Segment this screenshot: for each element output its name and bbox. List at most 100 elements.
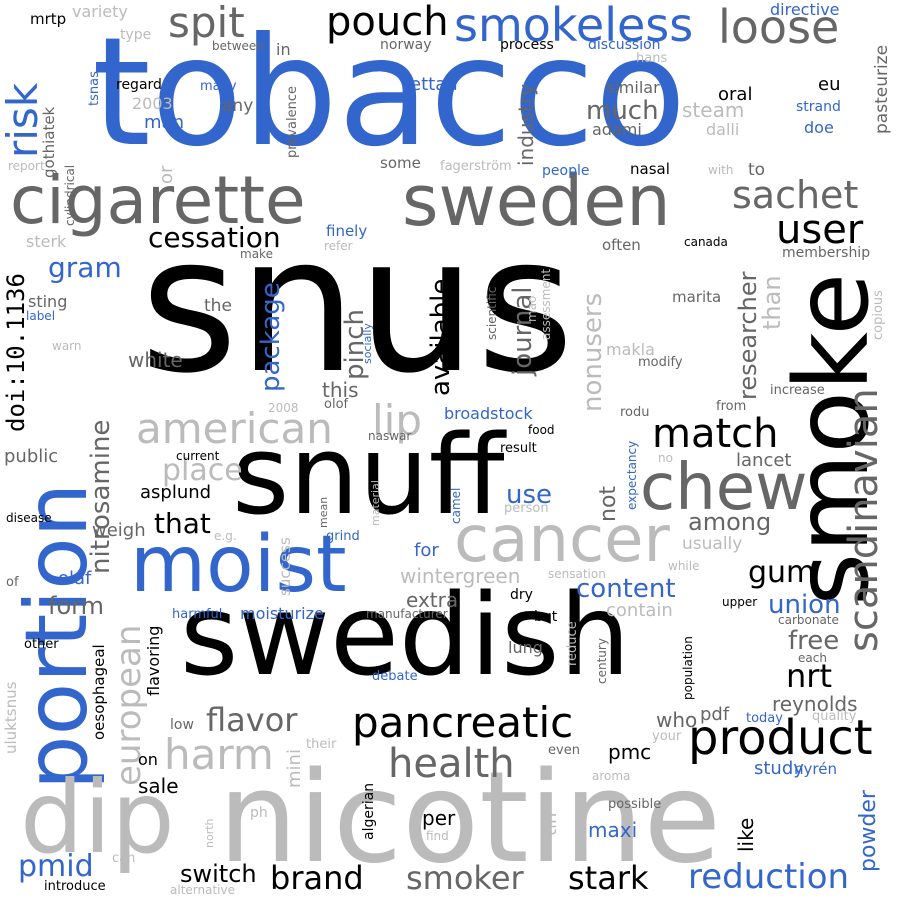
word-not: not bbox=[596, 485, 621, 522]
word-each: each bbox=[798, 651, 827, 665]
word-use: use bbox=[506, 480, 553, 510]
word-with: with bbox=[708, 163, 734, 177]
word-assessment: assessment bbox=[539, 268, 553, 340]
word-nonusers: nonusers bbox=[578, 292, 608, 412]
word-lip: lip bbox=[372, 396, 422, 445]
word-pdf: pdf bbox=[700, 704, 730, 725]
word-than: than bbox=[758, 275, 786, 330]
word-aroma: aroma bbox=[592, 769, 631, 783]
word-spit: spit bbox=[168, 0, 245, 47]
word-doi: doi:10.1136 bbox=[2, 273, 30, 432]
word-package: package bbox=[256, 282, 286, 392]
word-membership: membership bbox=[782, 245, 871, 261]
word-warn: warn bbox=[52, 339, 82, 353]
word-population: population bbox=[681, 636, 695, 700]
word-risk: risk bbox=[0, 82, 47, 158]
word-oesophageal: oesophageal bbox=[90, 644, 108, 740]
word-from: from bbox=[716, 399, 747, 414]
word-industry: industry bbox=[514, 84, 538, 166]
word-reynolds: reynolds bbox=[772, 692, 858, 716]
word-gram: gram bbox=[48, 251, 122, 284]
word-2003: 2003 bbox=[132, 94, 173, 113]
word-switch: switch bbox=[180, 860, 257, 888]
word-nyrén: nyrén bbox=[794, 760, 837, 778]
word-reduction: reduction bbox=[688, 857, 850, 897]
word-pancreatic: pancreatic bbox=[352, 698, 574, 747]
word-today: today bbox=[746, 711, 783, 726]
word-stark: stark bbox=[568, 859, 649, 897]
word-manufacturer: manufacturer bbox=[366, 607, 448, 621]
word-harm: harm bbox=[164, 730, 274, 779]
word-even: even bbox=[548, 743, 580, 758]
word-food: food bbox=[528, 423, 555, 437]
word-much: much bbox=[586, 96, 659, 126]
word-expectancy: expectancy bbox=[625, 440, 639, 510]
word-reduce: reduce bbox=[565, 621, 580, 666]
word-chew: chew bbox=[640, 451, 808, 525]
word-steam: steam bbox=[682, 98, 745, 122]
word-algerian: algerian bbox=[361, 782, 377, 840]
word-people: people bbox=[542, 163, 590, 179]
word-canada: canada bbox=[684, 235, 728, 249]
word-2008: 2008 bbox=[268, 401, 299, 415]
word-union: union bbox=[768, 590, 841, 620]
word-on: on bbox=[138, 750, 158, 769]
word-loose: loose bbox=[718, 0, 840, 54]
word-but: but bbox=[534, 609, 558, 625]
word-find: find bbox=[426, 829, 449, 843]
word-lancet: lancet bbox=[736, 450, 792, 471]
word-fagerström: fagerström bbox=[440, 159, 512, 174]
word-prevalence: prevalence bbox=[285, 86, 300, 158]
word-doe: doe bbox=[804, 118, 834, 137]
word-place: place bbox=[162, 453, 243, 488]
word-nicotine: nicotine bbox=[218, 744, 722, 891]
word-mini: mini bbox=[284, 749, 305, 788]
word-person: person bbox=[504, 501, 549, 516]
word-snus: snus bbox=[140, 196, 575, 415]
word-discussion: discussion bbox=[588, 37, 661, 53]
word-brand: brand bbox=[270, 859, 364, 897]
word-man: man bbox=[144, 112, 184, 133]
word-hans: hans bbox=[636, 51, 668, 66]
word-dry: dry bbox=[510, 587, 533, 603]
word-between: between bbox=[212, 39, 264, 53]
word-current: current bbox=[176, 449, 220, 463]
word-wintergreen: wintergreen bbox=[400, 564, 521, 588]
word-many: many bbox=[200, 79, 237, 94]
word-similar: similar bbox=[606, 78, 660, 97]
word-strand: strand bbox=[796, 99, 841, 115]
word-sting: sting bbox=[28, 292, 68, 311]
word-smoker: smoker bbox=[406, 859, 524, 897]
word-your: your bbox=[652, 729, 682, 744]
word-broadstock: broadstock bbox=[444, 404, 533, 423]
word-for: for bbox=[414, 540, 439, 561]
word-mean: mean bbox=[317, 496, 330, 528]
word-the: the bbox=[204, 296, 232, 316]
word-harmful: harmful bbox=[172, 607, 223, 622]
word-upper: upper bbox=[722, 595, 758, 609]
word-flavoring: flavoring bbox=[144, 625, 163, 696]
word-scientific: scientific bbox=[485, 286, 499, 340]
word-low: low bbox=[170, 717, 194, 733]
word-weigh: weigh bbox=[92, 520, 146, 541]
word-norway: norway bbox=[380, 37, 432, 53]
word-cessation: cessation bbox=[148, 221, 281, 254]
word-quality: quality bbox=[812, 709, 857, 724]
word-adami: adami bbox=[592, 120, 642, 139]
word-swedish: swedish bbox=[180, 571, 631, 701]
word-among: among bbox=[688, 508, 772, 536]
word-modify: modify bbox=[638, 355, 683, 370]
word-eu: eu bbox=[818, 74, 841, 95]
word-possible: possible bbox=[608, 797, 662, 812]
word-usually: usually bbox=[682, 534, 743, 554]
word-powder: powder bbox=[856, 790, 881, 872]
word-of: of bbox=[6, 575, 19, 590]
word-gum: gum bbox=[748, 555, 816, 590]
word-pmc: pmc bbox=[608, 740, 652, 764]
word-increase: increase bbox=[770, 383, 825, 398]
word-no: no bbox=[658, 451, 673, 465]
word-marita: marita bbox=[672, 288, 722, 306]
word-variety: variety bbox=[72, 2, 128, 21]
word-directive: directive bbox=[770, 0, 840, 19]
